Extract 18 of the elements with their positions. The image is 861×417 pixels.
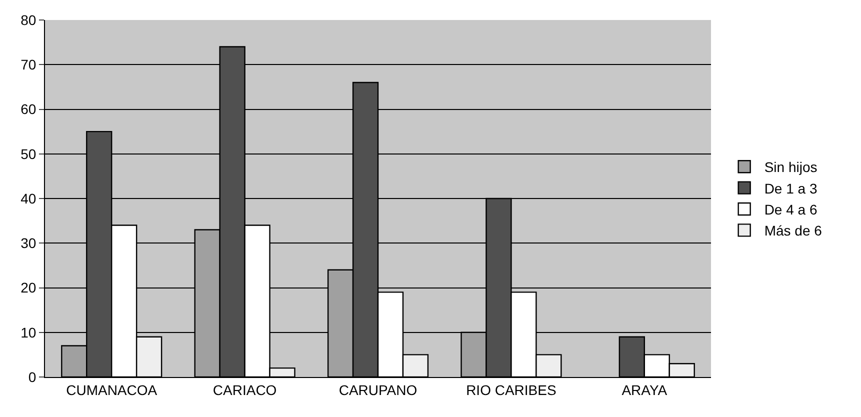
legend-label: De 4 a 6	[764, 201, 818, 218]
y-tick-label: 40	[20, 190, 36, 206]
y-tick-label: 60	[20, 101, 36, 118]
x-tick-label: ARAYA	[622, 382, 668, 398]
x-tick-label: CARUPANO	[338, 382, 418, 398]
legend-label: Sin hijos	[764, 159, 818, 176]
x-tick-label: CARIACO	[212, 382, 277, 398]
legend-label: Más de 6	[764, 222, 822, 239]
y-tick-label: 10	[20, 324, 36, 340]
x-tick-label: RIO CARIBES	[466, 382, 556, 398]
y-tick-label: 0	[28, 368, 36, 385]
y-tick-label: 30	[20, 235, 36, 252]
y-tick-label: 80	[20, 12, 36, 28]
legend-label: De 1 a 3	[764, 180, 818, 196]
x-tick-label: CUMANACOA	[66, 382, 158, 398]
y-tick-label: 50	[20, 146, 36, 162]
y-tick-label: 70	[20, 56, 36, 73]
y-tick-label: 20	[20, 280, 36, 296]
